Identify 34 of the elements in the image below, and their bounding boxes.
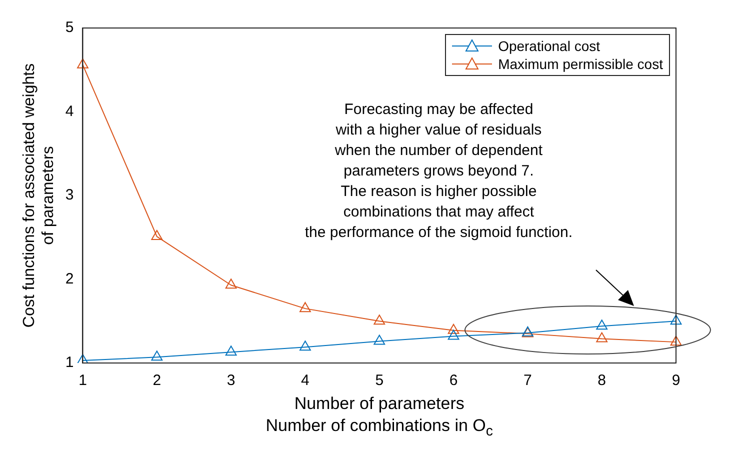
point xyxy=(448,324,460,334)
legend-label: Operational cost xyxy=(498,37,600,55)
point xyxy=(151,350,163,361)
legend-label: Maximum permissible cost xyxy=(498,55,663,73)
point xyxy=(300,340,311,351)
point xyxy=(670,336,682,346)
x-tick-label: 1 xyxy=(78,372,87,390)
x-axis-title: Number of parameters Number of combinations in O$_{c}$ xyxy=(264,393,494,442)
y-axis-title: Cost functions for associated weights of parameters xyxy=(21,63,58,328)
point xyxy=(374,334,386,345)
point xyxy=(77,58,88,68)
y-tick-label: 4 xyxy=(65,102,74,120)
point xyxy=(670,314,682,325)
point xyxy=(448,330,460,340)
y-tick-label: 2 xyxy=(65,270,74,288)
y-tick-label: 5 xyxy=(65,19,74,36)
point xyxy=(300,302,311,312)
point xyxy=(596,320,608,330)
x-tick-label: 9 xyxy=(672,372,680,390)
x-tick-label: 5 xyxy=(375,372,384,390)
point xyxy=(596,332,608,342)
x-tick-label: 3 xyxy=(226,372,236,390)
point xyxy=(151,230,163,240)
point xyxy=(225,346,237,356)
point xyxy=(225,278,237,289)
x-tick-label: 8 xyxy=(598,372,606,390)
x-tick-label: 6 xyxy=(449,372,458,390)
y-tick-label: 1 xyxy=(65,354,74,372)
x-tick-label: 4 xyxy=(301,372,310,390)
y-tick-label: 3 xyxy=(65,186,74,204)
x-tick-label: 7 xyxy=(524,372,532,390)
annotation: Forecasting may be affected with a higher value of residuals when the number of dependent parameters grows beyond 7. The reason is higher possible combinations that may affect the performance of the sigmoid function. xyxy=(304,101,573,242)
x-tick-label: 2 xyxy=(152,372,162,390)
point xyxy=(374,314,386,325)
